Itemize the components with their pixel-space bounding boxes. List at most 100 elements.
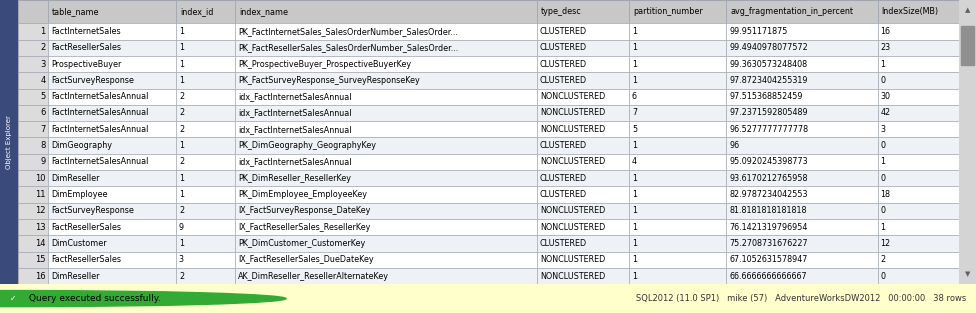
Bar: [235, 105, 537, 121]
Bar: [235, 203, 537, 219]
Text: PK_FactSurveyResponse_SurveyResponseKey: PK_FactSurveyResponse_SurveyResponseKey: [238, 76, 420, 85]
Text: NONCLUSTERED: NONCLUSTERED: [540, 125, 605, 134]
Bar: [537, 23, 630, 40]
Text: 97.8723404255319: 97.8723404255319: [729, 76, 807, 85]
Bar: [48, 121, 176, 137]
Bar: [877, 170, 959, 186]
Bar: [877, 154, 959, 170]
Text: ▲: ▲: [965, 7, 970, 13]
Text: FactResellerSales: FactResellerSales: [51, 255, 121, 264]
Bar: [18, 203, 48, 219]
Bar: [877, 219, 959, 235]
Bar: [537, 268, 630, 284]
Text: 13: 13: [35, 223, 46, 232]
Text: SQL2012 (11.0 SP1)   mike (57)   AdventureWorksDW2012   00:00:00   38 rows: SQL2012 (11.0 SP1) mike (57) AdventureWo…: [636, 294, 966, 303]
Text: 1: 1: [631, 59, 637, 69]
Text: 12: 12: [35, 206, 46, 215]
Text: Query executed successfully.: Query executed successfully.: [29, 294, 161, 303]
Bar: [176, 40, 235, 56]
Bar: [176, 0, 235, 23]
Text: CLUSTERED: CLUSTERED: [540, 76, 587, 85]
Bar: [48, 72, 176, 89]
Text: 1: 1: [631, 174, 637, 183]
Text: 96: 96: [729, 141, 739, 150]
Text: DimCustomer: DimCustomer: [51, 239, 106, 248]
Bar: [48, 56, 176, 72]
Bar: [235, 40, 537, 56]
Text: 10: 10: [35, 174, 46, 183]
Text: 1: 1: [880, 223, 885, 232]
Text: 3: 3: [179, 255, 183, 264]
Text: 6: 6: [40, 109, 46, 117]
Text: partition_number: partition_number: [632, 7, 703, 16]
Text: 96.5277777777778: 96.5277777777778: [729, 125, 808, 134]
Text: CLUSTERED: CLUSTERED: [540, 43, 587, 52]
Text: 23: 23: [880, 43, 890, 52]
Text: 18: 18: [880, 190, 890, 199]
Bar: [18, 0, 48, 23]
Bar: [176, 23, 235, 40]
Text: CLUSTERED: CLUSTERED: [540, 239, 587, 248]
Text: 1: 1: [179, 174, 183, 183]
Bar: [877, 186, 959, 203]
Bar: [877, 121, 959, 137]
Bar: [18, 56, 48, 72]
Text: 2: 2: [179, 92, 184, 101]
Bar: [176, 89, 235, 105]
Text: PK_DimCustomer_CustomerKey: PK_DimCustomer_CustomerKey: [238, 239, 365, 248]
Bar: [176, 137, 235, 154]
Text: 1: 1: [631, 76, 637, 85]
Bar: [726, 170, 877, 186]
Text: NONCLUSTERED: NONCLUSTERED: [540, 272, 605, 280]
Text: PK_DimReseller_ResellerKey: PK_DimReseller_ResellerKey: [238, 174, 351, 183]
Text: 1: 1: [880, 59, 885, 69]
Text: avg_fragmentation_in_percent: avg_fragmentation_in_percent: [730, 7, 853, 16]
Bar: [726, 56, 877, 72]
Text: FactInternetSalesAnnual: FactInternetSalesAnnual: [51, 109, 148, 117]
Bar: [877, 72, 959, 89]
Bar: [18, 72, 48, 89]
Bar: [537, 137, 630, 154]
Text: 1: 1: [631, 239, 637, 248]
Bar: [726, 235, 877, 252]
Bar: [18, 219, 48, 235]
Bar: [877, 235, 959, 252]
Bar: [176, 170, 235, 186]
Bar: [630, 268, 726, 284]
Bar: [877, 23, 959, 40]
Bar: [630, 23, 726, 40]
Bar: [726, 0, 877, 23]
Text: FactInternetSalesAnnual: FactInternetSalesAnnual: [51, 92, 148, 101]
Bar: [235, 72, 537, 89]
Text: 2: 2: [179, 125, 184, 134]
Bar: [726, 89, 877, 105]
Text: 66.6666666666667: 66.6666666666667: [729, 272, 807, 280]
Text: 3: 3: [40, 59, 46, 69]
Bar: [48, 105, 176, 121]
Text: FactInternetSales: FactInternetSales: [51, 27, 121, 36]
Text: 1: 1: [631, 141, 637, 150]
Bar: [726, 268, 877, 284]
Bar: [877, 268, 959, 284]
Text: ProspectiveBuyer: ProspectiveBuyer: [51, 59, 121, 69]
Text: 15: 15: [35, 255, 46, 264]
Text: PK_FactInternetSales_SalesOrderNumber_SalesOrder...: PK_FactInternetSales_SalesOrderNumber_Sa…: [238, 27, 458, 36]
Bar: [726, 203, 877, 219]
Bar: [537, 105, 630, 121]
Text: 12: 12: [880, 239, 890, 248]
Text: 93.6170212765958: 93.6170212765958: [729, 174, 807, 183]
Text: 9: 9: [40, 157, 46, 167]
Bar: [48, 203, 176, 219]
Text: CLUSTERED: CLUSTERED: [540, 27, 587, 36]
Bar: [630, 0, 726, 23]
Bar: [176, 268, 235, 284]
Bar: [537, 203, 630, 219]
Text: FactSurveyResponse: FactSurveyResponse: [51, 206, 134, 215]
Bar: [18, 154, 48, 170]
Bar: [18, 268, 48, 284]
Text: 5: 5: [40, 92, 46, 101]
Bar: [235, 186, 537, 203]
Bar: [176, 72, 235, 89]
Text: index_id: index_id: [180, 7, 213, 16]
Bar: [537, 72, 630, 89]
